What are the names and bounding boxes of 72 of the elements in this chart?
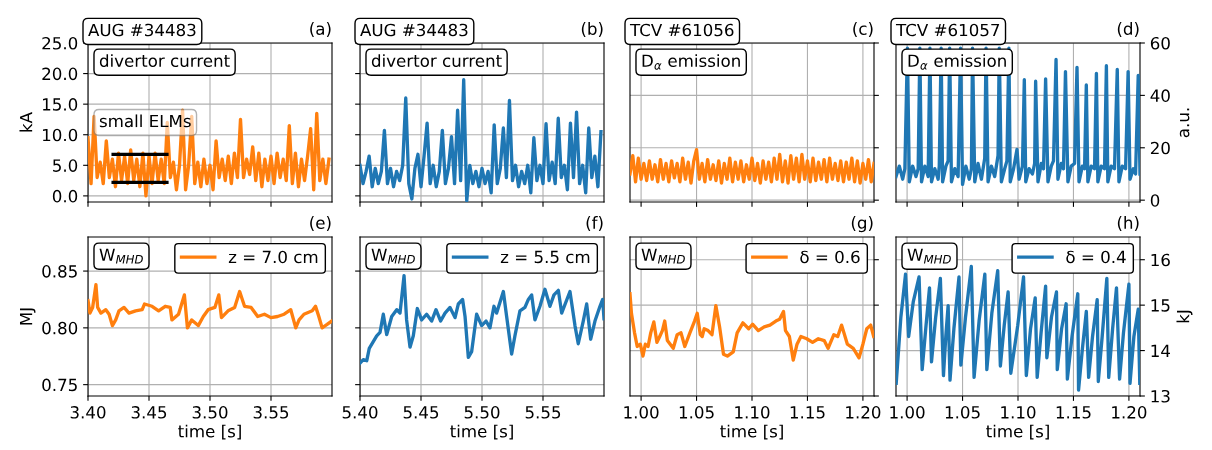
y-axis-title: kA xyxy=(19,112,33,132)
annotation: D$_{α}$ emission xyxy=(642,54,740,70)
line-series xyxy=(88,108,331,198)
y2-tick-label: 40 xyxy=(1150,89,1170,102)
legend-label: z = 7.0 cm xyxy=(228,250,318,264)
x-tick-label: 3.40 xyxy=(70,406,106,419)
y2-tick-label: 15 xyxy=(1151,299,1170,312)
chart-title: TCV #61056 xyxy=(629,23,734,37)
y2-tick-label: 16 xyxy=(1151,253,1170,267)
x-tick-label: 1.05 xyxy=(679,406,714,419)
x-tick-label: 3.55 xyxy=(253,406,289,419)
x-tick-label: 1.00 xyxy=(890,406,925,419)
text: (g) xyxy=(851,216,873,233)
x-tick-label: 5.55 xyxy=(525,406,561,419)
x-axis-title: time [s] xyxy=(450,424,513,440)
y-tick-label: 0.80 xyxy=(42,321,78,335)
text: (b) xyxy=(581,22,603,37)
y-tick-label: 0.85 xyxy=(42,265,77,278)
y2-tick-label: 13 xyxy=(1151,389,1170,403)
y2-axis-title: kJ xyxy=(1176,310,1193,323)
x-tick-label: 1.05 xyxy=(945,406,980,419)
chart-title: TCV #61057 xyxy=(895,23,1000,37)
text: (h) xyxy=(1117,216,1139,231)
x-tick-label: 1.00 xyxy=(624,406,659,419)
x-axis-title: time [s] xyxy=(178,424,241,440)
text: (a) xyxy=(310,22,331,37)
annotation: small ELMs xyxy=(99,114,191,128)
x-tick-label: 1.10 xyxy=(735,406,770,419)
x-tick-label: 1.15 xyxy=(790,406,825,419)
x-tick-label: 1.10 xyxy=(1001,406,1036,419)
y-tick-label: 25.0 xyxy=(42,36,78,50)
annotation: W$_{MHD}$ xyxy=(641,248,685,264)
chart-title: AUG #34483 xyxy=(360,23,468,37)
y2-tick-label: 14 xyxy=(1151,344,1170,357)
y-tick-label: 15.0 xyxy=(43,98,78,111)
y-tick-label: 5.0 xyxy=(53,159,78,172)
x-axis-title: time [s] xyxy=(720,424,783,440)
annotation: W$_{MHD}$ xyxy=(99,248,143,264)
x-tick-label: 1.15 xyxy=(1056,406,1091,419)
annotation: divertor current xyxy=(99,54,230,68)
annotation: divertor current xyxy=(371,54,502,68)
line-series xyxy=(896,46,1140,187)
y-tick-label: 20.0 xyxy=(42,67,78,81)
annotation: W$_{MHD}$ xyxy=(907,248,951,264)
x-tick-label: 5.45 xyxy=(403,406,439,419)
x-tick-label: 1.20 xyxy=(1112,406,1147,419)
annotation: D$_{α}$ emission xyxy=(908,54,1006,70)
y2-axis-title: a.u. xyxy=(1179,108,1190,138)
chart-title: AUG #34483 xyxy=(88,23,196,37)
legend-label: δ = 0.4 xyxy=(1066,250,1126,264)
text: (c) xyxy=(853,22,873,37)
y-tick-label: 0.0 xyxy=(52,189,78,203)
y-tick-label: 0.75 xyxy=(42,378,77,392)
y2-tick-label: 60 xyxy=(1150,36,1170,50)
legend-label: δ = 0.6 xyxy=(800,250,860,264)
y2-tick-label: 20 xyxy=(1150,141,1170,155)
x-tick-label: 5.40 xyxy=(342,406,378,419)
text: (d) xyxy=(1117,22,1139,37)
text: (f) xyxy=(586,216,603,231)
y-axis-title: MJ xyxy=(20,308,36,325)
x-axis-title: time [s] xyxy=(986,424,1049,440)
annotation: W$_{MHD}$ xyxy=(371,248,415,264)
text: (e) xyxy=(310,216,331,231)
y-tick-label: 10.0 xyxy=(43,128,78,142)
x-tick-label: 3.50 xyxy=(192,406,228,419)
x-tick-label: 1.20 xyxy=(846,406,881,419)
line-series xyxy=(896,264,1140,392)
x-tick-label: 3.45 xyxy=(131,406,167,419)
line-series xyxy=(88,283,332,330)
y2-tick-label: 0 xyxy=(1150,194,1160,207)
legend-label: z = 5.5 cm xyxy=(500,250,590,264)
x-tick-label: 5.50 xyxy=(464,406,500,419)
